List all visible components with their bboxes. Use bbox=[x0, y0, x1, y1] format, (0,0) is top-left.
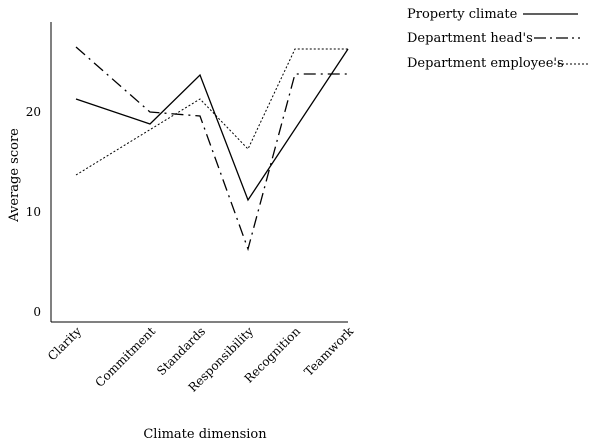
series-lines bbox=[75, 46, 349, 252]
series-line-property-climate bbox=[75, 48, 349, 202]
y-axis-label: Average score bbox=[7, 128, 22, 223]
legend-item-department-employees: Department employee's bbox=[407, 56, 590, 71]
legend-label: Property climate bbox=[407, 7, 518, 22]
legend-label: Department head's bbox=[407, 31, 533, 46]
x-axis-label: Climate dimension bbox=[143, 427, 267, 442]
x-tick-label: Teamwork bbox=[302, 324, 357, 379]
legend-item-property-climate: Property climate bbox=[407, 7, 578, 22]
legend-label: Department employee's bbox=[407, 56, 564, 71]
y-tick-label: 20 bbox=[26, 105, 41, 119]
series-line-department-employee-s bbox=[75, 48, 348, 176]
x-tick-label: Clarity bbox=[45, 324, 84, 363]
x-tick-label: Commitment bbox=[92, 324, 158, 390]
x-tick-labels: Clarity CommitmentStandardsResponsibility… bbox=[45, 324, 357, 395]
legend-item-department-heads: Department head's bbox=[407, 31, 580, 46]
series-line-department-head-s bbox=[75, 46, 348, 252]
legend: Property climate Department head's Depar… bbox=[407, 7, 590, 71]
y-tick-label: 0 bbox=[33, 305, 41, 319]
y-tick-label: 10 bbox=[26, 205, 41, 219]
y-tick-labels: 0 10 20 bbox=[26, 105, 41, 319]
